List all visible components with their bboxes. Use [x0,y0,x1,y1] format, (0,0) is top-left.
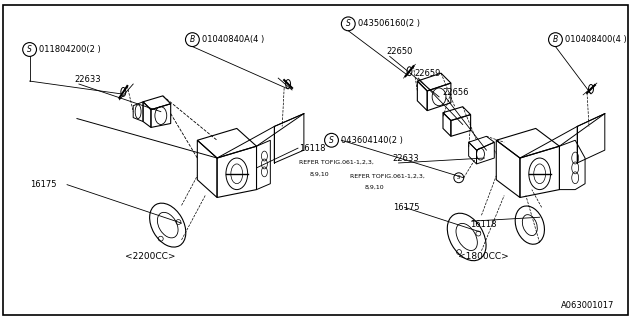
Text: 22633: 22633 [393,154,419,163]
Text: 8,9,10: 8,9,10 [365,185,385,190]
Text: 22656: 22656 [442,88,468,97]
Text: S: S [27,45,32,54]
Text: 043604140(2 ): 043604140(2 ) [341,136,403,145]
Text: 8,9,10: 8,9,10 [310,171,330,176]
Text: REFER TOFIG.061-1,2,3,: REFER TOFIG.061-1,2,3, [350,173,425,178]
Text: S: S [346,19,351,28]
Text: 22633: 22633 [74,75,100,84]
Text: 22650: 22650 [387,47,413,56]
Text: S: S [457,175,461,180]
Text: 16118: 16118 [299,144,326,153]
Text: S: S [329,136,334,145]
Text: <1800CC>: <1800CC> [458,252,509,261]
Text: B: B [553,35,558,44]
Text: 01040840A(4 ): 01040840A(4 ) [202,35,264,44]
Text: 22659: 22659 [414,69,441,78]
Text: <2200CC>: <2200CC> [125,252,175,261]
Text: 16118: 16118 [470,220,496,228]
Text: 011804200(2 ): 011804200(2 ) [40,45,101,54]
Text: 16175: 16175 [29,180,56,189]
Text: 010408400(4 ): 010408400(4 ) [565,35,627,44]
Text: B: B [190,35,195,44]
Text: REFER TOFIG.061-1,2,3,: REFER TOFIG.061-1,2,3, [299,159,374,164]
Text: 16175: 16175 [393,203,419,212]
Text: A063001017: A063001017 [561,300,614,309]
Text: 043506160(2 ): 043506160(2 ) [358,19,420,28]
